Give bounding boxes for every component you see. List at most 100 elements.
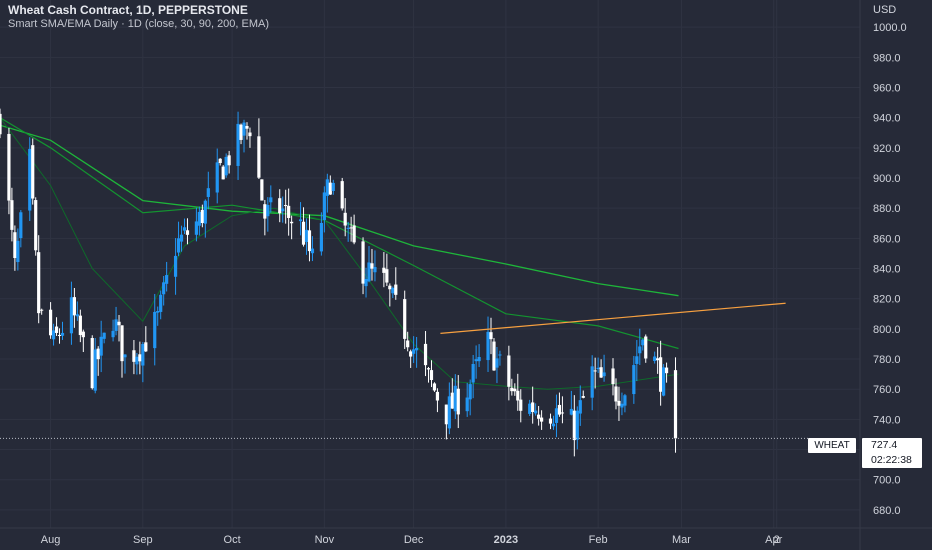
- candle-body: [13, 232, 17, 259]
- candle-up: [203, 199, 207, 238]
- candle-down: [539, 410, 544, 430]
- candle-down: [37, 235, 41, 324]
- candle-body: [227, 155, 231, 166]
- candle-up: [153, 293, 157, 366]
- candle-body: [492, 341, 496, 371]
- candle-body: [203, 200, 207, 224]
- trendline: [440, 302, 786, 334]
- candle-body: [444, 404, 448, 425]
- candle-up: [111, 319, 115, 342]
- candle-down: [340, 177, 344, 211]
- candle-up: [498, 350, 502, 366]
- candle-up: [364, 267, 368, 298]
- candle-up: [93, 338, 97, 394]
- candle-body: [394, 284, 398, 295]
- candle-down: [138, 341, 142, 375]
- candle-body: [370, 263, 374, 269]
- candle-body: [513, 388, 517, 392]
- candle-up: [141, 342, 145, 383]
- candle-body: [156, 311, 160, 313]
- candle-body: [310, 248, 315, 254]
- candle-down: [531, 386, 535, 424]
- candle-up: [224, 153, 228, 178]
- candle-body: [194, 221, 199, 235]
- candle-down: [450, 378, 454, 409]
- candle-down: [370, 248, 374, 281]
- candle-down: [426, 366, 431, 383]
- candle-up: [162, 275, 166, 306]
- candle-body: [539, 417, 544, 422]
- candle-body: [572, 410, 576, 441]
- candle-down: [218, 158, 222, 166]
- candle-down: [227, 150, 231, 174]
- price-tick: 820.0: [873, 294, 901, 306]
- candle-down: [0, 108, 2, 139]
- candle-body: [620, 403, 624, 408]
- candle-body: [471, 363, 475, 383]
- candle-down: [278, 189, 282, 223]
- candle-down: [510, 378, 514, 396]
- candle-up: [322, 186, 326, 233]
- candle-up: [179, 225, 184, 252]
- price-tick: 980.0: [873, 52, 901, 64]
- candle-body: [596, 367, 600, 370]
- candle-body: [120, 325, 124, 362]
- candle-down: [444, 404, 448, 440]
- candle-up: [528, 399, 532, 417]
- candle-body: [352, 225, 356, 243]
- candle-body: [19, 212, 23, 239]
- candle-down: [31, 138, 35, 205]
- candle-up: [367, 246, 371, 283]
- candle-body: [423, 343, 428, 366]
- candle-up: [569, 390, 573, 416]
- candle-down: [328, 175, 332, 195]
- candle-body: [173, 255, 178, 277]
- candle-up: [173, 238, 178, 295]
- candle-down: [352, 214, 356, 245]
- candle-up: [391, 286, 395, 299]
- candle-body: [489, 332, 493, 340]
- candle-body: [534, 410, 538, 414]
- candle-body: [182, 227, 187, 231]
- candle-body: [578, 400, 582, 414]
- candle-body: [635, 356, 639, 364]
- candle-body: [34, 200, 38, 251]
- time-tick: Oct: [224, 534, 241, 546]
- candle-down: [54, 317, 59, 336]
- ema-200-line: [0, 124, 679, 297]
- candle-down: [409, 349, 413, 368]
- candles: [0, 108, 678, 457]
- candle-up: [534, 403, 538, 416]
- candle-up: [331, 179, 335, 195]
- candle-body: [298, 219, 303, 222]
- candle-down: [57, 328, 62, 344]
- candle-down: [423, 331, 428, 377]
- candle-body: [197, 211, 201, 226]
- annotations: [0, 302, 808, 439]
- candle-down: [10, 187, 14, 242]
- time-tick: Sep: [133, 534, 153, 546]
- candle-body: [242, 122, 246, 136]
- candle-up: [471, 354, 475, 399]
- time-tick: Apr: [765, 534, 782, 546]
- candle-body: [301, 221, 306, 245]
- candle-down: [617, 386, 621, 421]
- candle-up: [578, 385, 582, 426]
- candle-body: [248, 132, 252, 137]
- bar-countdown: 02:22:38: [871, 454, 912, 466]
- candle-down: [263, 199, 267, 236]
- candle-body: [200, 209, 204, 224]
- candle-body: [322, 192, 326, 221]
- candle-body: [560, 412, 565, 414]
- price-tick: 840.0: [873, 264, 901, 276]
- candle-body: [328, 182, 332, 195]
- price-tick: 940.0: [873, 113, 901, 125]
- candle-up: [641, 338, 645, 351]
- candle-body: [551, 423, 556, 427]
- price-tick: 900.0: [873, 173, 901, 185]
- candle-body: [90, 338, 94, 389]
- candle-body: [554, 408, 559, 423]
- candle-body: [498, 354, 502, 356]
